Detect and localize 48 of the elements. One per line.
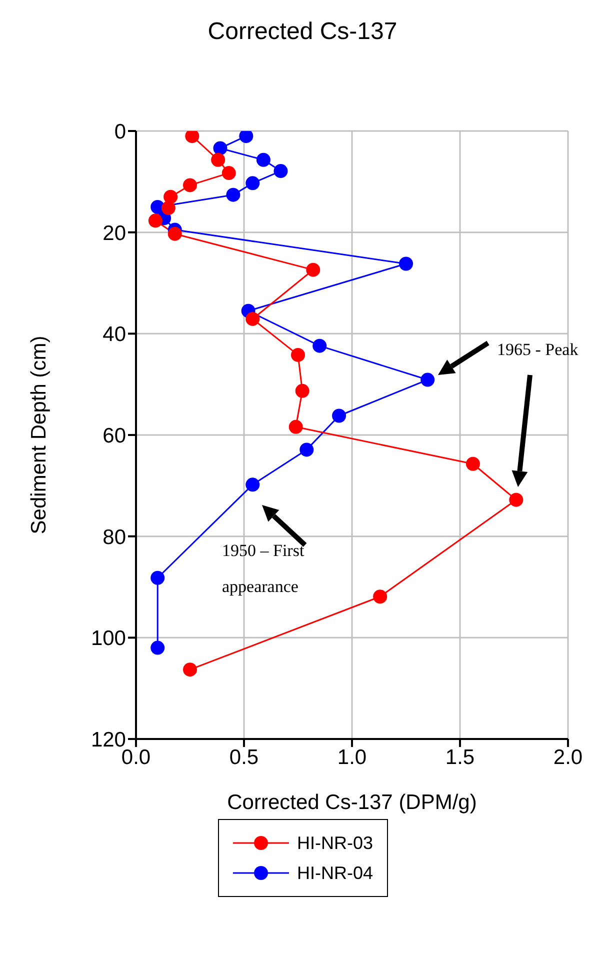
point: [295, 384, 310, 398]
point: [226, 188, 240, 202]
point: [291, 348, 305, 362]
point: [420, 372, 435, 387]
x-tick-label: 1.0: [337, 746, 367, 769]
point: [213, 141, 228, 156]
point: [183, 178, 197, 192]
x-axis-title: Corrected Cs-137 (DPM/g): [227, 791, 477, 814]
chart-title: Corrected Cs-137: [206, 17, 398, 47]
point: [148, 214, 162, 228]
y-tick-label: 20: [102, 222, 126, 245]
point: [312, 338, 327, 353]
annotation: 1965 - Peak: [497, 340, 579, 359]
point: [246, 478, 260, 492]
x-tick-label: 0.5: [229, 746, 259, 769]
y-tick-label: 80: [102, 526, 126, 549]
point: [239, 131, 254, 144]
point: [373, 590, 388, 604]
x-tick-label: 1.5: [445, 746, 475, 769]
point: [509, 492, 524, 507]
point: [185, 131, 200, 144]
point: [246, 312, 260, 326]
point: [306, 262, 320, 277]
point: [274, 164, 288, 178]
point: [150, 640, 165, 655]
annotation: 1950 – First appearance: [222, 541, 304, 596]
y-axis-title: Sediment Depth (cm): [27, 336, 50, 534]
point: [211, 152, 226, 167]
point: [150, 570, 165, 585]
point: [300, 442, 314, 457]
point: [466, 456, 480, 471]
y-tick-label: 0: [114, 120, 126, 144]
x-tick-label: 2.0: [553, 746, 583, 769]
point: [183, 662, 197, 677]
point: [288, 420, 303, 434]
y-tick-label: 40: [102, 323, 126, 346]
x-tick-label: 0.0: [121, 746, 151, 769]
point: [246, 176, 260, 190]
point: [332, 408, 346, 423]
point: [256, 152, 270, 167]
legend-label: HI-NR-04: [296, 862, 373, 884]
legend-label: HI-NR-03: [296, 832, 373, 854]
point: [161, 201, 176, 216]
y-tick-label: 60: [102, 424, 126, 448]
y-tick-label: 100: [90, 627, 126, 650]
point: [399, 256, 413, 271]
point: [168, 226, 182, 241]
point: [222, 166, 236, 180]
